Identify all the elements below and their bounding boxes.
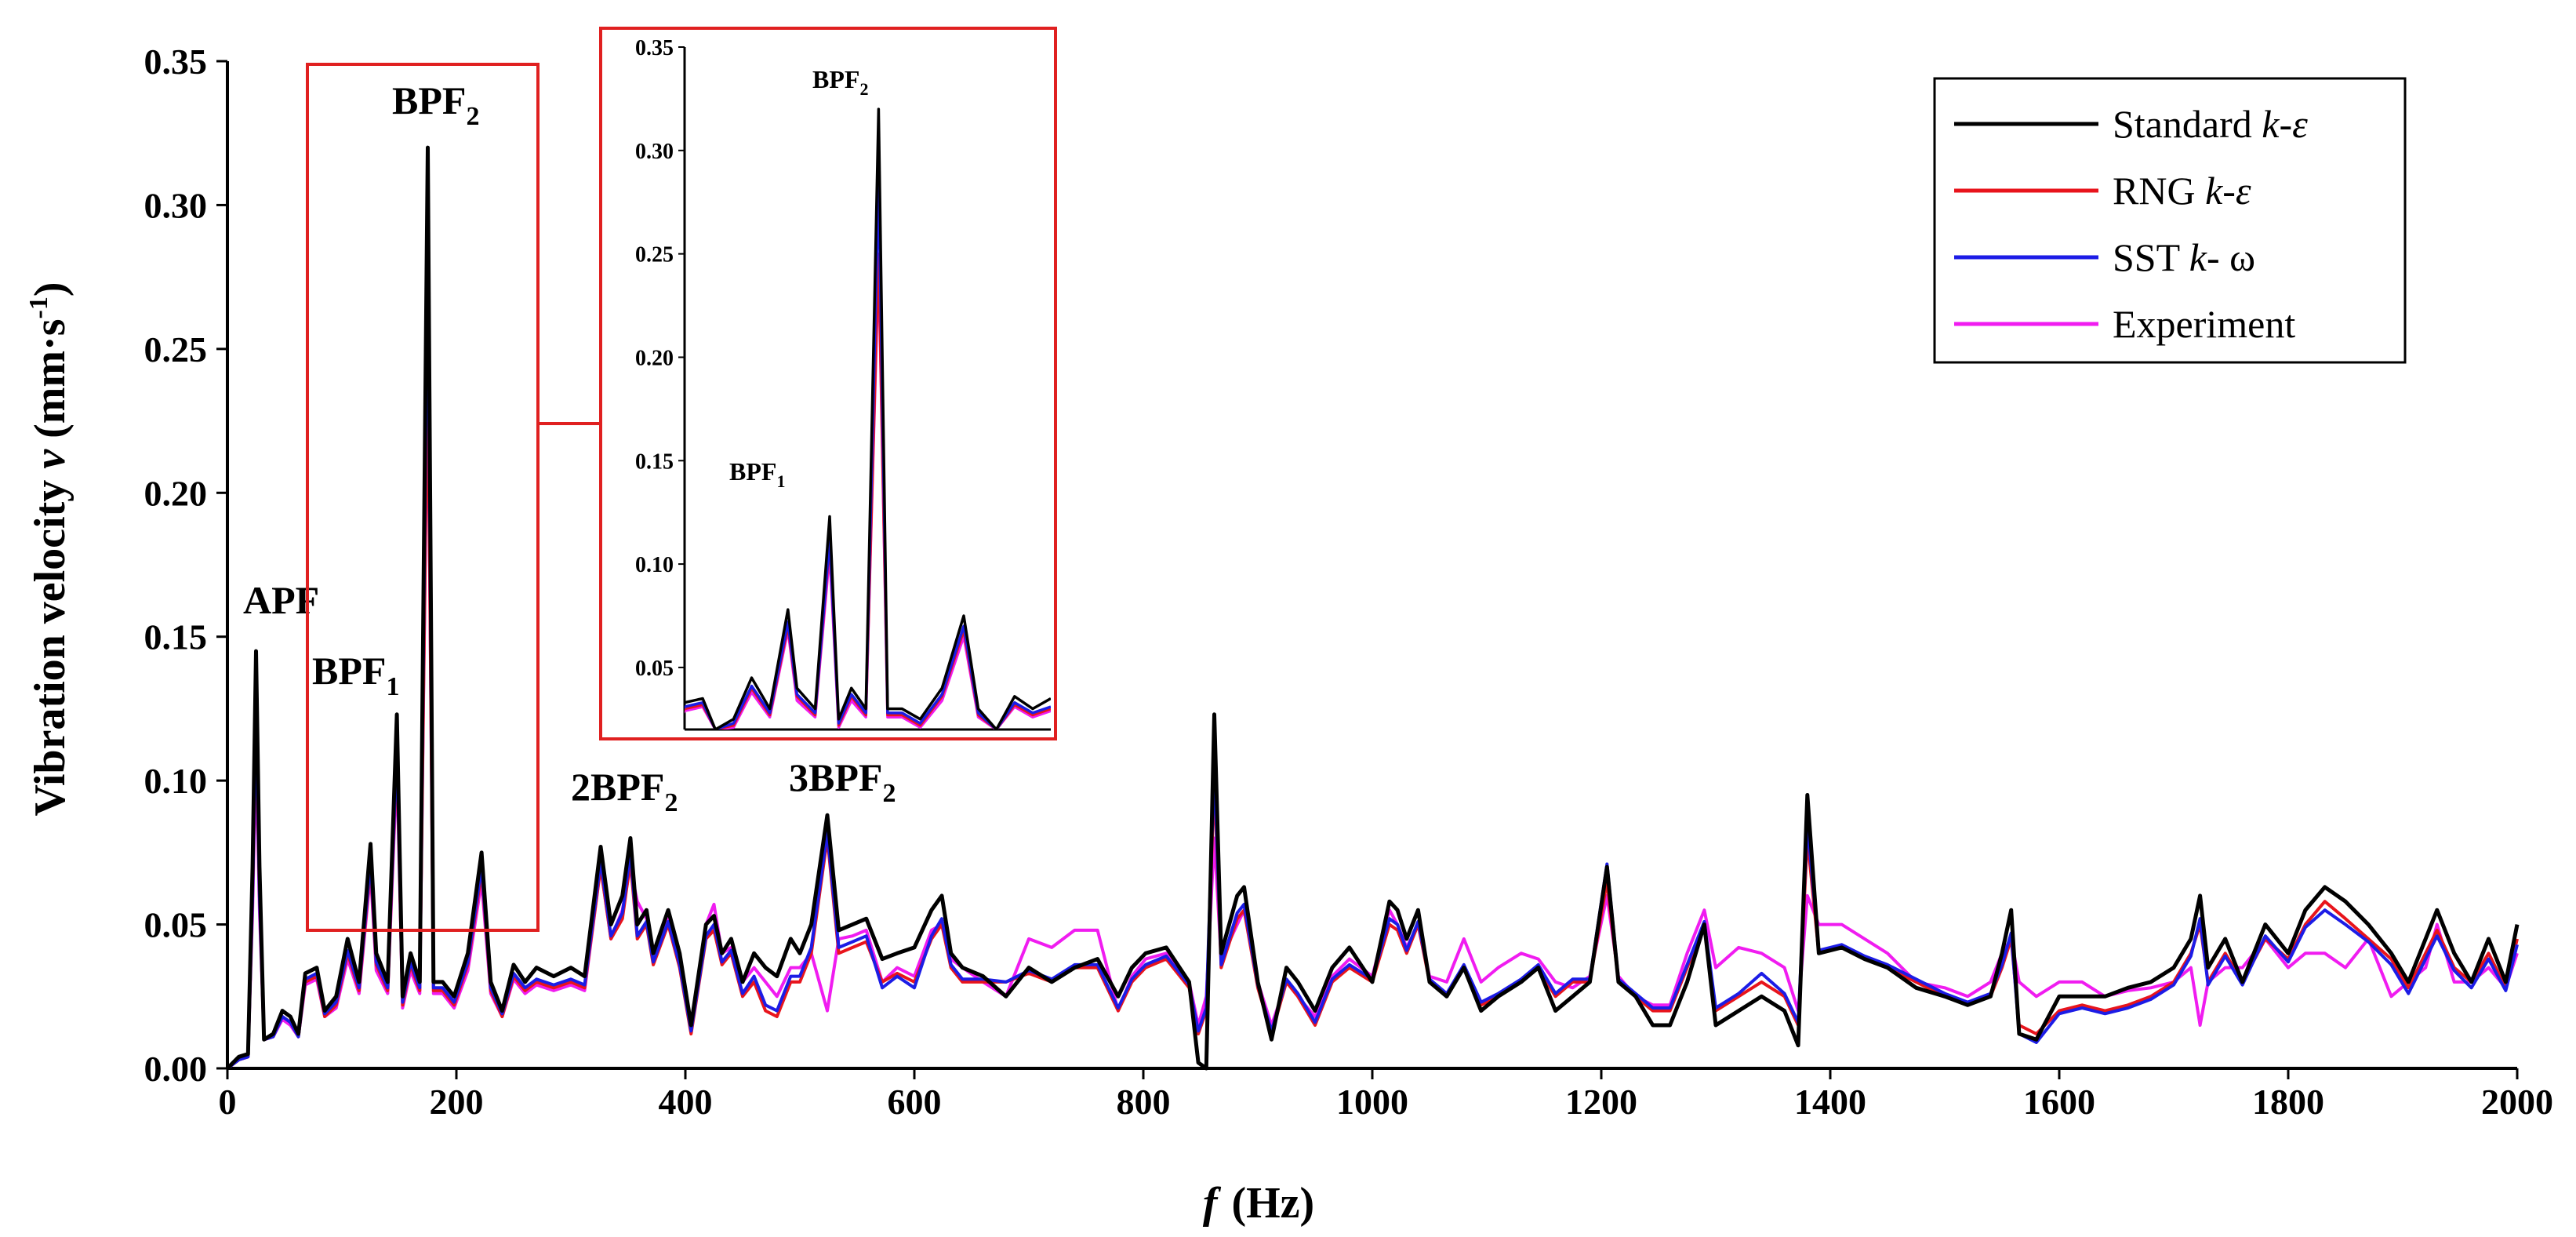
annotation-3bpf2: 3BPF2 <box>789 755 896 808</box>
inset-y-tick-label: 0.05 <box>635 657 674 681</box>
series-line-sst-k- <box>226 246 2519 1070</box>
x-tick-label: 1400 <box>1794 1082 1866 1122</box>
y-tick-label: 0.25 <box>144 329 208 369</box>
zoom-region-box <box>306 63 540 932</box>
inset-y-tick-label: 0.25 <box>635 243 674 267</box>
legend-label: RNG k-ε <box>2113 169 2251 213</box>
y-tick-label: 0.15 <box>144 617 208 657</box>
x-tick-label: 1200 <box>1565 1082 1637 1122</box>
inset-series-line-standard-k- <box>685 107 1051 729</box>
inset-chart: 0.05 0.10 0.15 0.20 0.25 0.30 0.35 BPF1 BPF2 <box>599 27 1057 740</box>
x-tick-label: 0 <box>219 1082 237 1122</box>
inset-frame <box>599 27 1057 740</box>
legend-label: Standard k-ε <box>2113 102 2308 146</box>
y-tick-label: 0.20 <box>144 473 208 513</box>
series-line-rng-k- <box>226 347 2519 1070</box>
inset-y-tick-label: 0.35 <box>635 36 674 60</box>
x-tick-label: 1000 <box>1336 1082 1408 1122</box>
y-tick-label: 0.05 <box>144 905 208 945</box>
annotation-bpf2: BPF2 <box>392 78 479 131</box>
y-tick-label: 0.10 <box>144 761 208 801</box>
legend-label: SST k- ω <box>2113 235 2255 279</box>
zoom-connector <box>306 63 601 932</box>
y-tick-label: 0.30 <box>144 185 208 225</box>
x-tick-label: 400 <box>659 1082 713 1122</box>
x-axis-title: f (Hz) <box>1203 1179 1314 1228</box>
inset-series <box>685 107 1051 729</box>
legend: Standard k-ε RNG k-ε SST k- ω Experiment <box>1933 77 2407 364</box>
x-tick-label: 200 <box>430 1082 484 1122</box>
x-tick-label: 1600 <box>2023 1082 2095 1122</box>
y-tick-label: 0.00 <box>144 1049 208 1089</box>
main-ticks: 0 200 400 600 800 1000 1200 1400 1600 1800 2000 0.0… <box>144 42 2554 1122</box>
annotation-2bpf2: 2BPF2 <box>571 765 678 817</box>
y-tick-label: 0.35 <box>144 42 208 82</box>
y-axis-title: Vibration velocityv(mm·s-1) <box>24 282 74 816</box>
legend-label: Experiment <box>2113 302 2295 346</box>
inset-y-tick-label: 0.15 <box>635 449 674 474</box>
main-series <box>226 145 2520 1071</box>
x-tick-label: 600 <box>888 1082 942 1122</box>
annotation-bpf1: BPF1 <box>312 649 399 701</box>
series-line-experiment <box>226 362 2519 1070</box>
inset-y-tick-label: 0.30 <box>635 140 674 164</box>
x-tick-label: 2000 <box>2481 1082 2553 1122</box>
series-line-standard-k- <box>226 145 2520 1071</box>
inset-annotation-bpf1: BPF1 <box>729 457 785 491</box>
x-tick-label: 800 <box>1117 1082 1171 1122</box>
inset-series-line-experiment <box>685 263 1051 729</box>
inset-y-tick-label: 0.10 <box>635 553 674 577</box>
x-tick-label: 1800 <box>2252 1082 2324 1122</box>
inset-annotation-bpf2: BPF2 <box>812 65 868 99</box>
inset-y-tick-label: 0.20 <box>635 346 674 370</box>
inset-series-line-sst-k- <box>685 180 1051 729</box>
